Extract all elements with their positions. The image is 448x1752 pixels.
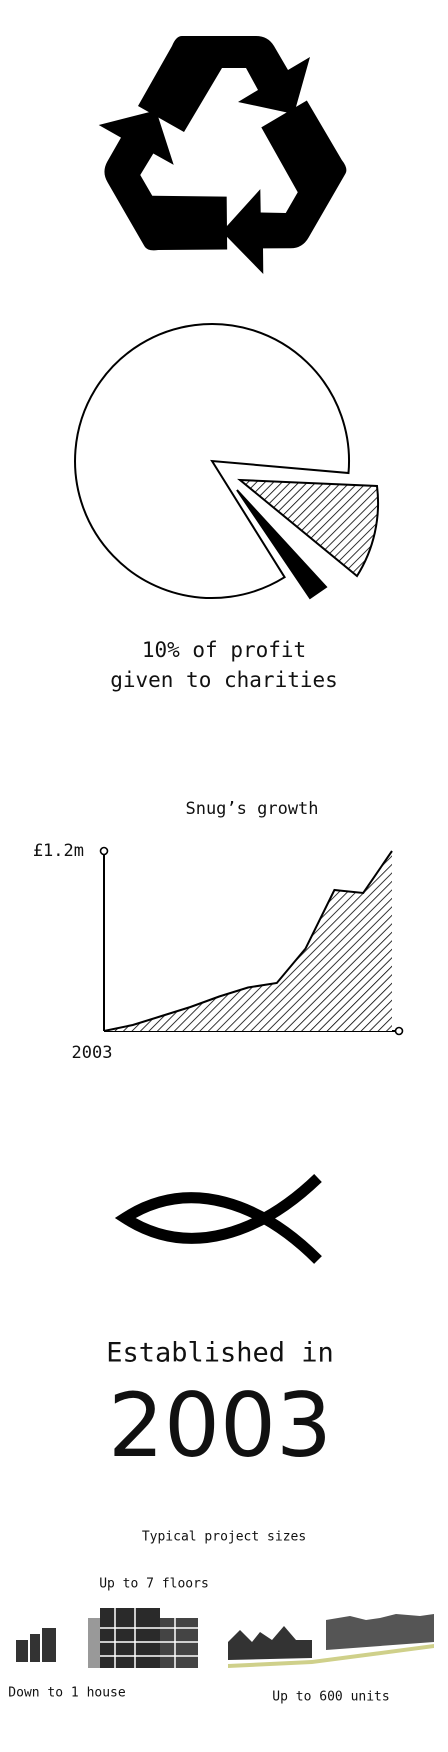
size-label: Up to 7 floors [99, 1577, 209, 1592]
y-tick-marker [99, 846, 109, 856]
buildings-illustration [16, 1608, 434, 1668]
size-label: Up to 600 units [272, 1690, 389, 1705]
pie-illustration [74, 323, 380, 600]
established-year: 2003 [108, 1374, 332, 1477]
recycle-icon [80, 36, 368, 285]
growth-line [103, 850, 393, 1032]
growth-area [104, 851, 392, 1031]
established-label: Established in [106, 1338, 334, 1369]
chart-title: Snug’s growth [185, 799, 318, 819]
y-tick-label: £1.2m [33, 841, 84, 861]
size-label: Down to 1 house [8, 1686, 126, 1701]
charity-line: given to charities [110, 668, 338, 692]
fish-icon [114, 1174, 322, 1264]
x-tick-label: 2003 [72, 1043, 113, 1063]
charity-line: 10% of profit [142, 638, 306, 662]
axis-end [394, 1026, 404, 1036]
growth-chart: Snug’s growth £1.2m 2003 [33, 799, 404, 1063]
projects-title: Typical project sizes [142, 1530, 306, 1545]
